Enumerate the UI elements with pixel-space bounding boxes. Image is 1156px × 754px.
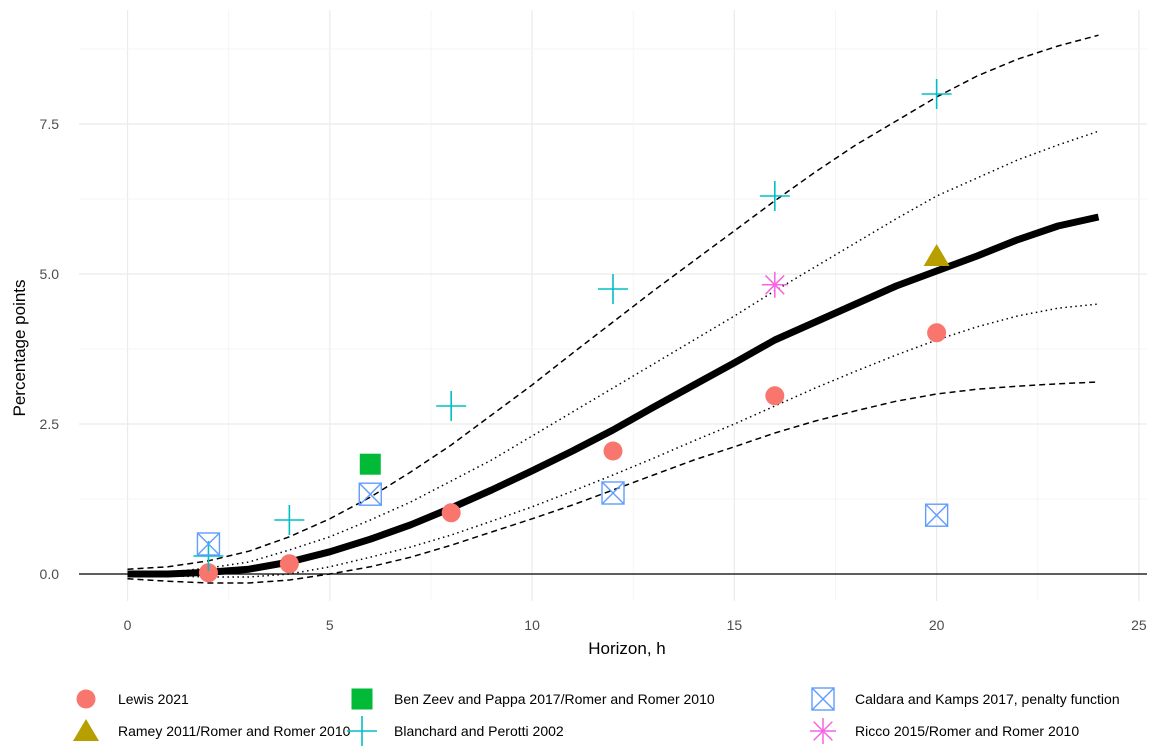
x-tick-label: 10	[524, 617, 540, 633]
legend-key	[810, 718, 836, 744]
data-point	[359, 453, 381, 475]
legend-label: Blanchard and Perotti 2002	[394, 723, 564, 739]
y-tick-label: 2.5	[40, 416, 60, 432]
circle-marker	[603, 441, 623, 461]
legend-item: Lewis 2021	[76, 689, 189, 709]
data-point	[198, 563, 218, 583]
x-tick-label: 5	[326, 617, 334, 633]
x-tick-label: 20	[929, 617, 945, 633]
box-diagonal-b	[358, 482, 382, 506]
circle-marker	[927, 323, 947, 343]
triangle-marker	[73, 719, 99, 741]
legend-item: Caldara and Kamps 2017, penalty function	[811, 687, 1120, 711]
circle-marker	[279, 554, 299, 574]
data-point	[921, 79, 952, 109]
y-tick-label: 7.5	[40, 116, 60, 132]
circle-marker	[765, 386, 785, 406]
x-tick-label: 0	[124, 617, 132, 633]
circle-marker	[441, 503, 461, 523]
data-point	[193, 541, 224, 571]
grid-lines	[79, 10, 1147, 601]
x-axis-label: Horizon, h	[588, 639, 665, 658]
legend-item: Ricco 2015/Romer and Romer 2010	[810, 718, 1079, 744]
legend-item: Ben Zeev and Pappa 2017/Romer and Romer …	[351, 688, 715, 710]
legend-label: Lewis 2021	[118, 691, 189, 707]
data-point	[358, 482, 382, 506]
legend-label: Ricco 2015/Romer and Romer 2010	[855, 723, 1079, 739]
data-points	[193, 79, 952, 583]
data-point	[927, 323, 947, 343]
box-marker	[196, 532, 221, 556]
axis-ticks: 0 5 10 15 20 25 0.0 2.5 5.0 7.5	[40, 116, 1147, 633]
asterisk-d2	[764, 274, 785, 295]
data-point	[601, 481, 625, 505]
y-axis-label: Percentage points	[10, 279, 29, 416]
box-marker	[924, 503, 949, 527]
main-estimate-line	[127, 213, 1100, 578]
circle-marker	[76, 689, 96, 709]
legend-label: Ramey 2011/Romer and Romer 2010	[118, 723, 351, 739]
main-estimate-path	[127, 213, 1100, 578]
y-tick-label: 0.0	[40, 566, 60, 582]
box-marker	[358, 482, 382, 506]
data-point	[279, 554, 299, 574]
outer-lower-band-line	[127, 381, 1099, 584]
circle-marker	[198, 563, 218, 583]
x-tick-label: 25	[1131, 617, 1147, 633]
legend-label: Caldara and Kamps 2017, penalty function	[855, 691, 1120, 707]
data-point	[923, 244, 950, 266]
data-point	[759, 181, 790, 211]
legend-key	[351, 688, 373, 710]
box-diagonal-b	[601, 481, 625, 505]
legend-key	[811, 687, 835, 711]
square-marker	[359, 453, 381, 475]
data-point	[924, 503, 949, 527]
data-point	[196, 532, 221, 556]
asterisk-d2	[813, 721, 833, 741]
square-marker	[351, 688, 373, 710]
legend-label: Ben Zeev and Pappa 2017/Romer and Romer …	[394, 691, 715, 707]
data-point	[761, 271, 788, 298]
triangle-marker	[923, 244, 950, 266]
box-marker	[601, 481, 625, 505]
inner-lower-band-line	[127, 303, 1099, 578]
confidence-bands	[127, 34, 1099, 584]
box-diagonal-b	[811, 687, 835, 711]
data-point	[441, 503, 461, 523]
y-tick-label: 5.0	[40, 266, 60, 282]
legend: Lewis 2021 Ramey 2011/Romer and Romer 201…	[73, 687, 1120, 746]
data-point	[603, 441, 623, 461]
data-point	[274, 505, 305, 535]
legend-item: Blanchard and Perotti 2002	[347, 716, 564, 746]
data-point	[598, 274, 628, 304]
box-diagonal-b	[196, 532, 220, 556]
data-point	[436, 391, 467, 421]
legend-item: Ramey 2011/Romer and Romer 2010	[73, 719, 351, 741]
data-point	[765, 386, 785, 406]
box-diagonal-b	[925, 503, 949, 527]
box-marker	[811, 687, 835, 711]
inner-upper-band-line	[127, 130, 1099, 575]
x-tick-label: 15	[727, 617, 743, 633]
legend-key	[347, 716, 377, 746]
legend-key	[73, 719, 99, 741]
legend-key	[76, 689, 96, 709]
